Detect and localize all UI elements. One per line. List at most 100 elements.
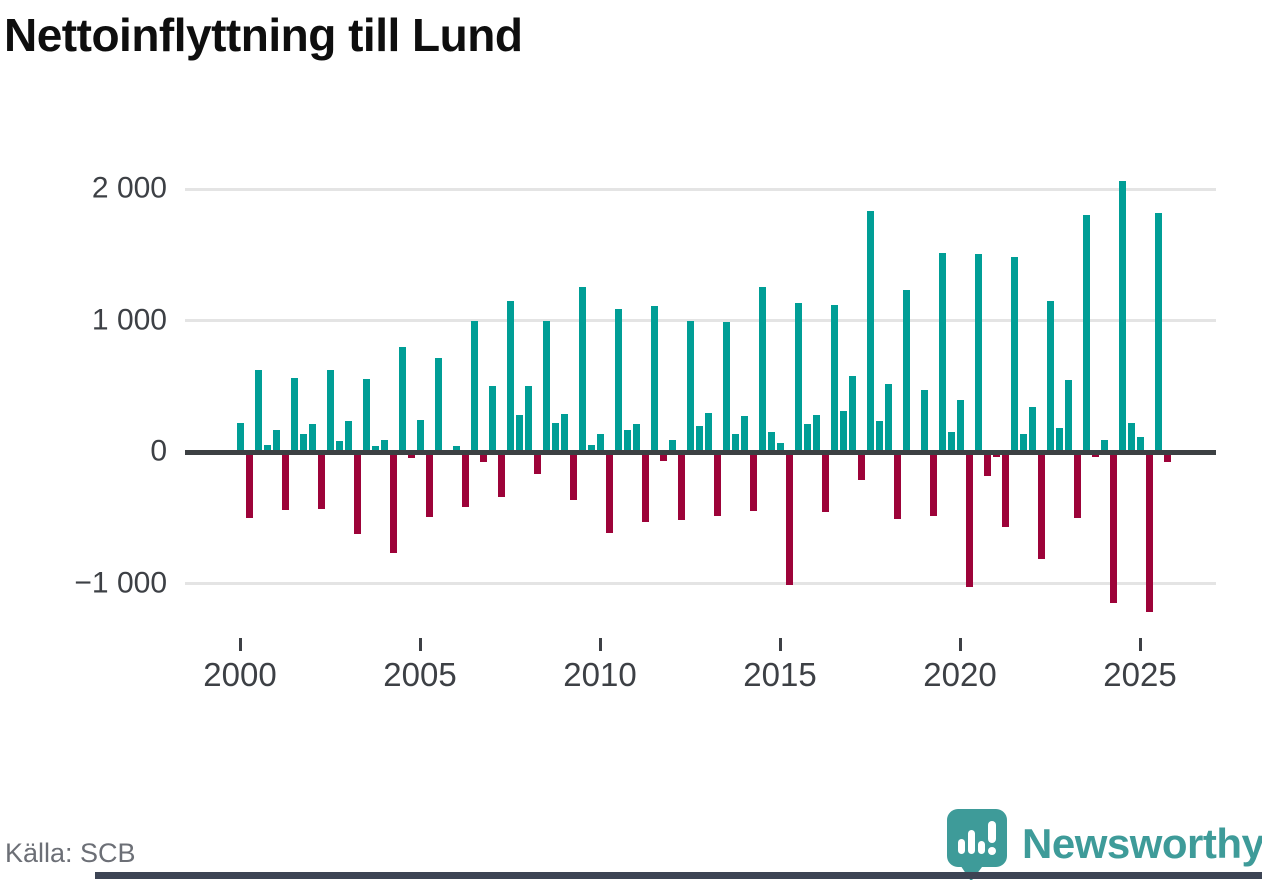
newsworthy-logo-icon xyxy=(947,809,1007,880)
y-axis-label: 2 000 xyxy=(91,171,167,205)
bar-2022-q2 xyxy=(1038,452,1045,559)
bar-2020-q4 xyxy=(984,452,991,476)
bar-2008-q1 xyxy=(525,386,532,452)
x-axis-tick xyxy=(959,638,962,651)
source-caption: Källa: SCB xyxy=(5,838,136,868)
bar-2007-q1 xyxy=(489,386,496,452)
bar-2011-q4 xyxy=(660,452,667,461)
bar-2010-q2 xyxy=(606,452,613,533)
bar-2010-q3 xyxy=(615,309,622,452)
bar-2013-q3 xyxy=(723,322,730,452)
bar-2000-q3 xyxy=(255,370,262,452)
page-title: Nettoinflyttning till Lund xyxy=(4,9,523,61)
x-axis-tick xyxy=(1139,638,1142,651)
bar-2005-q1 xyxy=(417,420,424,452)
bar-2002-q4 xyxy=(336,441,343,452)
bar-2019-q4 xyxy=(948,432,955,452)
bar-2024-q3 xyxy=(1119,181,1126,452)
bar-2014-q1 xyxy=(741,416,748,452)
bar-2010-q4 xyxy=(624,430,631,452)
bar-2009-q1 xyxy=(561,414,568,452)
bar-2020-q2 xyxy=(966,452,973,587)
newsworthy-logo: Newsworthy xyxy=(946,808,1262,880)
bar-2024-q2 xyxy=(1110,452,1117,603)
x-axis-tick xyxy=(599,638,602,651)
bar-2019-q3 xyxy=(939,253,946,452)
bar-2021-q2 xyxy=(1002,452,1009,527)
bar-2003-q1 xyxy=(345,421,352,452)
bar-2006-q4 xyxy=(480,452,487,462)
bottom-accent-strip xyxy=(95,872,1262,879)
bar-2005-q3 xyxy=(435,358,442,452)
bar-2007-q3 xyxy=(507,301,514,452)
bar-2000-q2 xyxy=(246,452,253,518)
bar-2012-q3 xyxy=(687,321,694,453)
bar-2014-q2 xyxy=(750,452,757,511)
bar-2024-q1 xyxy=(1101,440,1108,452)
bar-2020-q3 xyxy=(975,254,982,452)
bar-2000-q4 xyxy=(264,445,271,452)
bar-2006-q2 xyxy=(462,452,469,507)
y-axis-label: −1 000 xyxy=(74,566,167,600)
bar-2015-q2 xyxy=(786,452,793,585)
bar-2025-q1 xyxy=(1137,437,1144,452)
gridline xyxy=(185,188,1216,191)
bar-2001-q3 xyxy=(291,378,298,452)
bar-2015-q4 xyxy=(804,424,811,452)
y-axis-label: 0 xyxy=(150,434,167,468)
bar-2018-q2 xyxy=(894,452,901,519)
bar-2006-q1 xyxy=(453,446,460,452)
x-axis-label: 2015 xyxy=(743,656,817,693)
bar-2002-q2 xyxy=(318,452,325,509)
bar-2015-q3 xyxy=(795,303,802,452)
newsworthy-logo-text: Newsworthy xyxy=(1022,820,1262,867)
bar-2017-q4 xyxy=(876,421,883,452)
bar-2023-q1 xyxy=(1065,380,1072,452)
bar-2016-q4 xyxy=(840,411,847,452)
bar-2013-q2 xyxy=(714,452,721,516)
zero-axis-line xyxy=(185,450,1216,455)
bar-2011-q1 xyxy=(633,424,640,452)
bar-2003-q2 xyxy=(354,452,361,534)
bar-2015-q1 xyxy=(777,443,784,452)
bar-2002-q3 xyxy=(327,370,334,452)
bar-2009-q2 xyxy=(570,452,577,500)
bar-2002-q1 xyxy=(309,424,316,452)
bar-2010-q1 xyxy=(597,434,604,452)
bar-2021-q3 xyxy=(1011,257,1018,452)
bar-2023-q2 xyxy=(1074,452,1081,518)
x-axis-label: 2005 xyxy=(383,656,457,693)
bar-2000-q1 xyxy=(237,423,244,452)
bar-2009-q4 xyxy=(588,445,595,452)
bar-2004-q1 xyxy=(381,440,388,452)
gridline xyxy=(185,319,1216,322)
bar-2016-q1 xyxy=(813,415,820,452)
x-axis-label: 2010 xyxy=(563,656,637,693)
bar-2024-q4 xyxy=(1128,423,1135,452)
bar-2004-q2 xyxy=(390,452,397,553)
bar-2003-q3 xyxy=(363,379,370,452)
bar-2008-q3 xyxy=(543,321,550,453)
bar-2012-q1 xyxy=(669,440,676,452)
bar-2023-q3 xyxy=(1083,215,1090,452)
x-axis-tick xyxy=(239,638,242,651)
bar-2017-q3 xyxy=(867,211,874,452)
bar-2017-q1 xyxy=(849,376,856,452)
bar-2019-q1 xyxy=(921,390,928,452)
bar-2003-q4 xyxy=(372,446,379,452)
bar-2020-q1 xyxy=(957,400,964,452)
bar-2019-q2 xyxy=(930,452,937,516)
bar-2017-q2 xyxy=(858,452,865,480)
bar-2016-q2 xyxy=(822,452,829,512)
bar-2001-q2 xyxy=(282,452,289,510)
bar-2022-q1 xyxy=(1029,407,1036,452)
bar-2016-q3 xyxy=(831,305,838,452)
bar-2007-q2 xyxy=(498,452,505,497)
x-axis-label: 2025 xyxy=(1103,656,1177,693)
bar-2005-q2 xyxy=(426,452,433,517)
bar-2012-q2 xyxy=(678,452,685,520)
bar-2025-q2 xyxy=(1146,452,1153,612)
bar-2018-q1 xyxy=(885,384,892,452)
bar-2006-q3 xyxy=(471,321,478,453)
